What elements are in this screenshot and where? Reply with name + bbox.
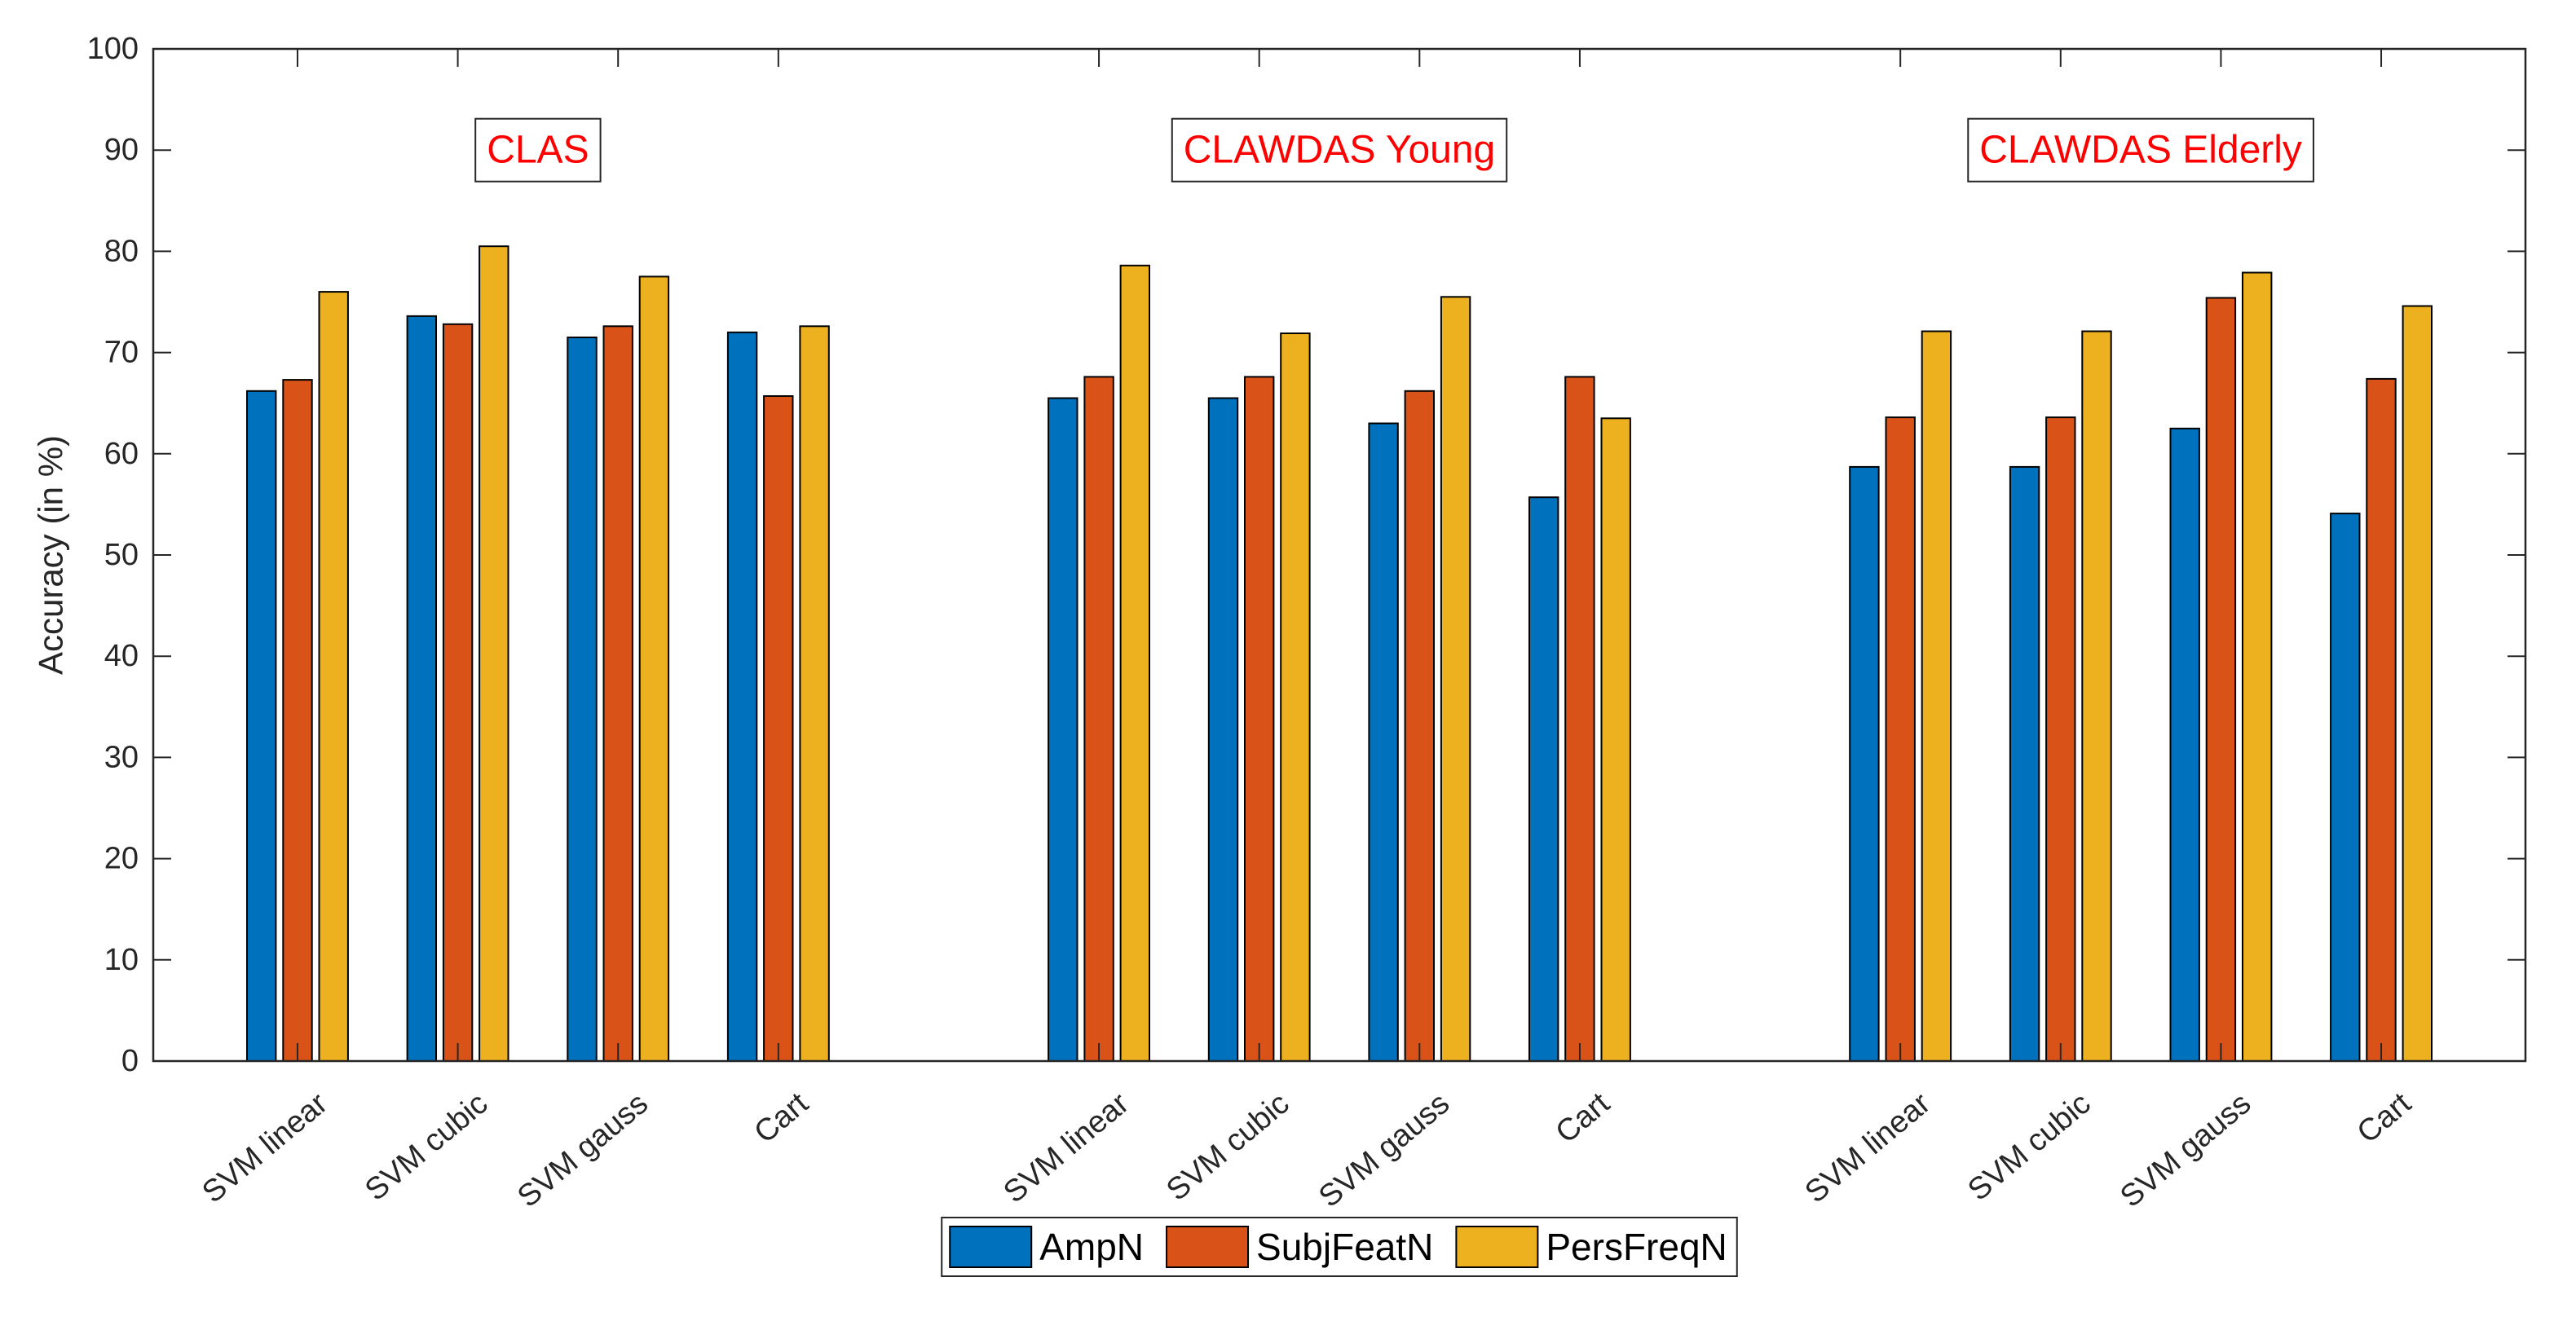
bar-subjfeatn bbox=[1083, 376, 1114, 1062]
bar-ampn bbox=[567, 337, 598, 1062]
legend-label-subjfeatn: SubjFeatN bbox=[1256, 1226, 1433, 1268]
bar-persfreqn bbox=[1440, 296, 1471, 1062]
bar-subjfeatn bbox=[1564, 376, 1595, 1062]
group-title: CLAWDAS Young bbox=[1184, 129, 1495, 172]
bar-persfreqn bbox=[2081, 330, 2112, 1062]
group-title-box bbox=[1171, 117, 1508, 183]
bar-persfreqn bbox=[799, 325, 830, 1062]
bar-subjfeatn bbox=[1404, 390, 1435, 1062]
bar-ampn bbox=[1528, 496, 1559, 1062]
bar-subjfeatn bbox=[1885, 416, 1916, 1062]
bar-ampn bbox=[406, 315, 438, 1062]
bar-persfreqn bbox=[638, 275, 670, 1062]
bar-persfreqn bbox=[1600, 417, 1631, 1062]
bar-subjfeatn bbox=[2045, 416, 2076, 1062]
legend-label-persfreqn: PersFreqN bbox=[1546, 1226, 1727, 1268]
bar-ampn bbox=[2009, 465, 2040, 1062]
bar-persfreqn bbox=[2242, 271, 2273, 1062]
bar-subjfeatn bbox=[282, 379, 313, 1063]
bar-subjfeatn bbox=[1244, 376, 1275, 1062]
bar-persfreqn bbox=[1280, 332, 1311, 1062]
y-tick-label: 20 bbox=[104, 842, 139, 876]
legend-box bbox=[941, 1217, 1738, 1277]
legend-label-ampn: AmpN bbox=[1039, 1226, 1144, 1268]
group-title-box bbox=[474, 117, 602, 183]
bar-persfreqn bbox=[1921, 330, 1952, 1062]
y-tick-label: 90 bbox=[104, 133, 139, 167]
bar-ampn bbox=[1207, 397, 1239, 1062]
y-tick-label: 50 bbox=[104, 538, 139, 572]
legend: AmpN SubjFeatN PersFreqN bbox=[941, 1217, 1738, 1277]
bar-ampn bbox=[726, 331, 758, 1062]
bar-subjfeatn bbox=[2366, 377, 2397, 1062]
y-tick-label: 0 bbox=[121, 1044, 139, 1078]
group-title: CLAS bbox=[487, 129, 589, 172]
y-tick-label: 60 bbox=[104, 437, 139, 471]
bar-ampn bbox=[2330, 513, 2361, 1062]
legend-swatch-ampn bbox=[949, 1226, 1033, 1268]
y-axis-label: Accuracy (in %) bbox=[32, 435, 70, 675]
bar-subjfeatn bbox=[442, 323, 474, 1062]
bar-ampn bbox=[2169, 427, 2200, 1063]
bars-layer bbox=[246, 245, 2433, 1063]
y-tick-label: 40 bbox=[104, 639, 139, 673]
bar-persfreqn bbox=[1119, 264, 1150, 1062]
group-title: CLAWDAS Elderly bbox=[1979, 129, 2302, 172]
bar-persfreqn bbox=[479, 245, 509, 1062]
group-title-box bbox=[1967, 117, 2314, 183]
y-tick-label: 70 bbox=[104, 336, 139, 370]
bar-subjfeatn bbox=[2205, 297, 2237, 1062]
y-tick-label: 80 bbox=[104, 234, 139, 268]
y-tick-label: 30 bbox=[104, 740, 139, 774]
bar-subjfeatn bbox=[602, 325, 633, 1062]
legend-swatch-subjfeatn bbox=[1166, 1226, 1250, 1268]
y-tick-label: 10 bbox=[104, 943, 139, 977]
y-tick-label: 100 bbox=[87, 32, 139, 66]
group-titles-layer: CLAS CLAWDAS Young CLAWDAS Elderly bbox=[474, 117, 2314, 183]
bar-ampn bbox=[246, 390, 277, 1062]
bar-persfreqn bbox=[2402, 305, 2433, 1062]
bar-ampn bbox=[1368, 422, 1399, 1062]
bar-ampn bbox=[1849, 465, 1880, 1062]
bar-subjfeatn bbox=[763, 395, 794, 1062]
legend-swatch-persfreqn bbox=[1455, 1226, 1539, 1268]
bar-persfreqn bbox=[318, 291, 349, 1063]
bar-ampn bbox=[1048, 397, 1078, 1062]
